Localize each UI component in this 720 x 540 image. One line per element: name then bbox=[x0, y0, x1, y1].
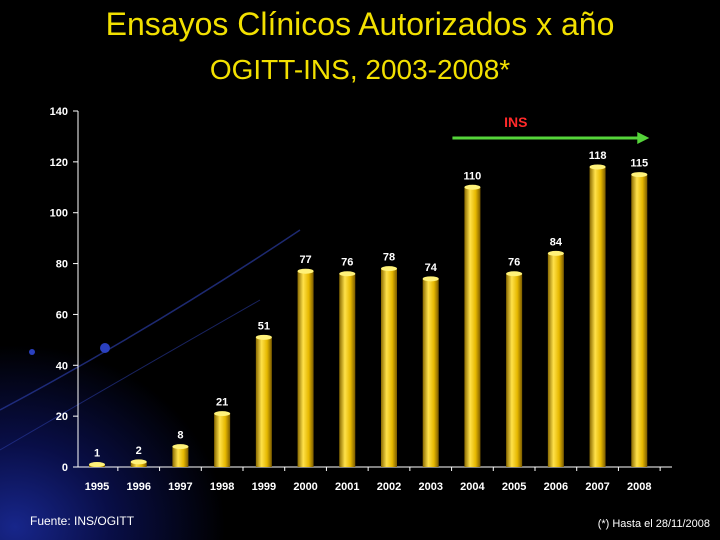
x-tick-label: 2003 bbox=[418, 481, 442, 493]
bar bbox=[130, 461, 147, 467]
x-tick-label: 1999 bbox=[252, 481, 276, 493]
y-tick-label: 120 bbox=[50, 157, 68, 169]
data-label: 2 bbox=[136, 445, 142, 457]
bar-cap bbox=[89, 461, 105, 467]
data-label: 1 bbox=[94, 447, 100, 459]
bar bbox=[381, 268, 397, 467]
chart-title: Ensayos Clínicos Autorizados x año bbox=[105, 6, 615, 42]
bar-cap bbox=[506, 271, 523, 277]
bar-cap bbox=[172, 444, 189, 450]
y-tick-label: 20 bbox=[56, 411, 68, 423]
bar-cap bbox=[464, 184, 481, 190]
data-label: 76 bbox=[341, 257, 353, 269]
x-tick-label: 2004 bbox=[460, 481, 485, 493]
x-tick-label: 1995 bbox=[85, 481, 109, 493]
chart-subtitle: OGITT-INS, 2003-2008* bbox=[209, 54, 511, 85]
bar bbox=[172, 446, 189, 467]
x-tick-label: 1996 bbox=[126, 481, 150, 493]
bar-cap bbox=[130, 459, 147, 465]
bar bbox=[339, 273, 356, 467]
x-tick-label: 1998 bbox=[210, 481, 234, 493]
source-text: Fuente: INS/OGITT bbox=[30, 514, 135, 528]
bar-cap bbox=[339, 271, 356, 277]
x-tick-label: 2001 bbox=[335, 481, 359, 493]
data-label: 115 bbox=[630, 158, 648, 170]
bar bbox=[422, 278, 439, 467]
bar-cap bbox=[255, 334, 272, 340]
y-tick-label: 0 bbox=[62, 462, 68, 474]
x-tick-label: 2007 bbox=[585, 481, 609, 493]
bar-cap bbox=[589, 164, 606, 170]
footnote-text: (*) Hasta el 28/11/2008 bbox=[597, 518, 710, 530]
x-tick-label: 1997 bbox=[168, 481, 192, 493]
y-tick-label: 40 bbox=[56, 360, 68, 372]
bar bbox=[255, 337, 272, 467]
data-label: 76 bbox=[508, 257, 520, 269]
data-label: 51 bbox=[258, 320, 270, 332]
x-tick-label: 2000 bbox=[293, 481, 317, 493]
data-label: 118 bbox=[589, 150, 607, 162]
bar bbox=[547, 253, 564, 467]
y-tick-label: 80 bbox=[56, 259, 68, 271]
data-label: 110 bbox=[464, 170, 482, 182]
bar bbox=[297, 271, 314, 467]
bar-cap bbox=[297, 268, 314, 274]
data-label: 21 bbox=[216, 397, 228, 409]
y-tick-label: 140 bbox=[50, 106, 68, 118]
x-tick-label: 2002 bbox=[377, 481, 401, 493]
data-label: 8 bbox=[177, 430, 183, 442]
data-label: 77 bbox=[299, 254, 311, 266]
data-label: 84 bbox=[550, 236, 563, 248]
bar bbox=[589, 166, 606, 467]
bar-cap bbox=[422, 276, 439, 282]
data-label: 74 bbox=[425, 262, 438, 274]
bar bbox=[464, 187, 481, 468]
ins-label: INS bbox=[504, 114, 527, 130]
bar-cap bbox=[547, 250, 564, 256]
x-tick-label: 2006 bbox=[544, 481, 568, 493]
bar-cap bbox=[381, 266, 397, 272]
bar bbox=[214, 413, 231, 467]
y-tick-label: 100 bbox=[50, 208, 68, 220]
x-tick-label: 2005 bbox=[502, 481, 526, 493]
bar-cap bbox=[214, 411, 231, 417]
bar-cap bbox=[631, 172, 648, 178]
y-tick-label: 60 bbox=[56, 309, 68, 321]
x-tick-label: 2008 bbox=[627, 481, 651, 493]
ins-arrow-head bbox=[637, 132, 650, 144]
data-label: 78 bbox=[383, 252, 395, 264]
bar bbox=[506, 273, 523, 467]
bar bbox=[631, 174, 648, 468]
